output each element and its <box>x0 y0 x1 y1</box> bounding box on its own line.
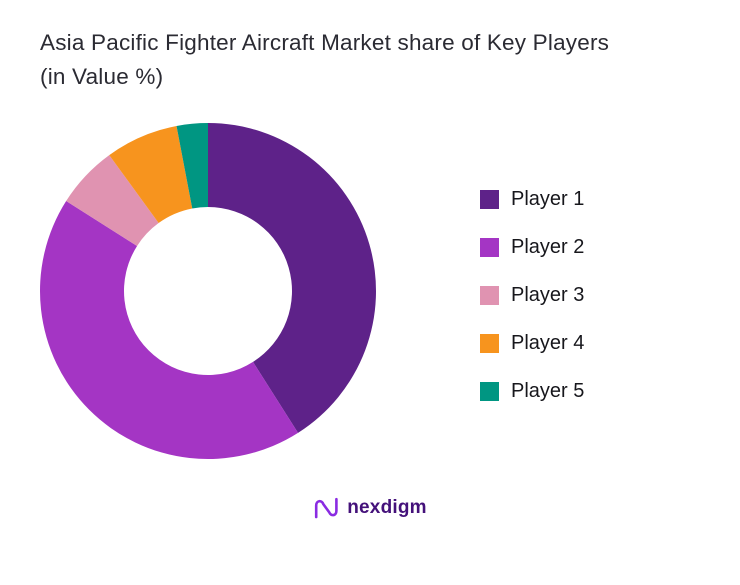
donut-chart <box>40 123 376 459</box>
legend-item-player-5: Player 5 <box>480 380 584 403</box>
legend-label: Player 4 <box>511 332 585 354</box>
legend-label: Player 5 <box>511 380 585 402</box>
legend-swatch <box>480 190 499 209</box>
chart-title: Asia Pacific Fighter Aircraft Market sha… <box>40 30 610 89</box>
legend-swatch <box>480 238 499 257</box>
legend-label: Player 3 <box>511 284 585 306</box>
chart-legend: Player 1 Player 2 Player 3 Player 4 Player 5 <box>480 188 584 403</box>
donut-slice-player-3 <box>66 155 159 246</box>
brand-name: nexdigm <box>347 497 427 518</box>
legend-label: Player 1 <box>511 188 585 210</box>
donut-slice-player-1 <box>208 123 376 433</box>
legend-swatch <box>480 334 499 353</box>
donut-slice-player-2 <box>40 200 299 459</box>
legend-item-player-3: Player 3 <box>480 284 584 307</box>
legend-item-player-2: Player 2 <box>480 236 584 259</box>
brand-footer: nexdigm <box>0 496 740 520</box>
legend-swatch <box>480 286 499 305</box>
legend-item-player-4: Player 4 <box>480 332 584 355</box>
legend-swatch <box>480 382 499 401</box>
donut-slice-player-4 <box>109 125 193 224</box>
nexdigm-logo-icon <box>315 497 338 519</box>
legend-item-player-1: Player 1 <box>480 188 584 211</box>
donut-slice-player-5 <box>176 123 208 209</box>
legend-label: Player 2 <box>511 236 585 258</box>
